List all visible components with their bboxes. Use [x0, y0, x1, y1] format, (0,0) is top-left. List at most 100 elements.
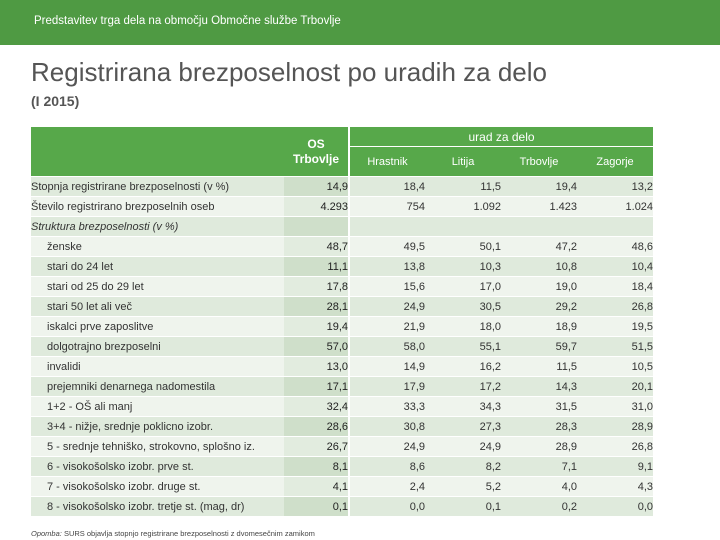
row-label: invalidi — [31, 356, 284, 377]
row-label: Stopnja registrirane brezposelnosti (v %… — [31, 176, 284, 197]
cell-os-trbovlje: 17,1 — [284, 376, 349, 397]
cell-value: 17,9 — [348, 376, 425, 397]
cell-value — [577, 216, 654, 237]
cell-value: 58,0 — [348, 336, 425, 357]
cell-value: 30,8 — [348, 416, 425, 437]
table-row: 7 - visokošolsko izobr. druge st. 4,1 2,4 5… — [31, 476, 654, 497]
cell-value: 7,1 — [501, 456, 577, 477]
cell-value: 19,5 — [577, 316, 654, 337]
cell-value: 48,6 — [577, 236, 654, 257]
row-label: ženske — [31, 236, 284, 257]
row-label: iskalci prve zaposlitve — [31, 316, 284, 337]
cell-value: 21,9 — [348, 316, 425, 337]
row-label: 6 - visokošolsko izobr. prve st. — [31, 456, 284, 477]
cell-value: 11,5 — [425, 176, 501, 197]
cell-value: 30,5 — [425, 296, 501, 317]
cell-value: 5,2 — [425, 476, 501, 497]
row-label: stari od 25 do 29 let — [31, 276, 284, 297]
cell-value: 14,9 — [348, 356, 425, 377]
cell-value: 4,0 — [501, 476, 577, 497]
cell-os-trbovlje: 14,9 — [284, 176, 349, 197]
footnote-text: SURS objavlja stopnjo registrirane brezp… — [61, 529, 315, 538]
cell-value: 20,1 — [577, 376, 654, 397]
cell-value: 19,0 — [501, 276, 577, 297]
cell-os-trbovlje: 8,1 — [284, 456, 349, 477]
table-row: ženske 48,7 49,5 50,1 47,2 48,6 — [31, 236, 654, 257]
cell-value: 18,4 — [577, 276, 654, 297]
top-banner: Predstavitev trga dela na območju Območn… — [0, 0, 720, 45]
row-label: 8 - visokošolsko izobr. tretje st. (mag,… — [31, 496, 284, 517]
cell-value: 49,5 — [348, 236, 425, 257]
cell-os-trbovlje: 28,1 — [284, 296, 349, 317]
cell-value: 2,4 — [348, 476, 425, 497]
os-header-line2: Trbovlje — [292, 151, 339, 166]
cell-value: 31,0 — [577, 396, 654, 417]
cell-value: 1.423 — [501, 196, 577, 217]
cell-os-trbovlje: 4,1 — [284, 476, 349, 497]
cell-value: 59,7 — [501, 336, 577, 357]
cell-os-trbovlje: 57,0 — [284, 336, 349, 357]
cell-value: 13,2 — [577, 176, 654, 197]
table-row: 3+4 - nižje, srednje poklicno izobr. 28,6… — [31, 416, 654, 437]
cell-value: 0,0 — [577, 496, 654, 517]
table-row: 5 - srednje tehniško, strokovno, splošno… — [31, 436, 654, 457]
table-row: stari do 24 let 11,1 13,8 10,3 10,8 10,4 — [31, 256, 654, 277]
unemployment-table: OS Trbovlje urad za delo Hrastnik Litija… — [31, 127, 654, 517]
cell-value — [501, 216, 577, 237]
cell-value: 1.024 — [577, 196, 654, 217]
row-label: 5 - srednje tehniško, strokovno, splošno… — [31, 436, 284, 457]
table-row: 1+2 - OŠ ali manj 32,4 33,3 34,3 31,5 31,0 — [31, 396, 654, 417]
page-title: Registrirana brezposelnost po uradih za … — [31, 57, 547, 87]
cell-value: 17,0 — [425, 276, 501, 297]
cell-value: 29,2 — [501, 296, 577, 317]
cell-os-trbovlje: 48,7 — [284, 236, 349, 257]
cell-os-trbovlje: 17,8 — [284, 276, 349, 297]
cell-value: 28,3 — [501, 416, 577, 437]
footnote-lead: Opomba: — [31, 529, 62, 538]
cell-os-trbovlje: 28,6 — [284, 416, 349, 437]
cell-value: 17,2 — [425, 376, 501, 397]
table-body: Stopnja registrirane brezposelnosti (v %… — [31, 176, 654, 517]
row-label: stari do 24 let — [31, 256, 284, 277]
footnote: Opomba: SURS objavlja stopnjo registrira… — [31, 529, 315, 538]
cell-value: 15,6 — [348, 276, 425, 297]
cell-value: 51,5 — [577, 336, 654, 357]
cell-value: 10,5 — [577, 356, 654, 377]
cell-value: 26,8 — [577, 296, 654, 317]
cell-value: 31,5 — [501, 396, 577, 417]
cell-value: 4,3 — [577, 476, 654, 497]
cell-value: 47,2 — [501, 236, 577, 257]
cell-value: 24,9 — [348, 296, 425, 317]
cell-value: 26,8 — [577, 436, 654, 457]
cell-os-trbovlje — [284, 216, 349, 237]
cell-value: 10,8 — [501, 256, 577, 277]
row-label: stari 50 let ali več — [31, 296, 284, 317]
cell-value: 8,2 — [425, 456, 501, 477]
page-subtitle: (I 2015) — [31, 93, 80, 109]
cell-value: 0,1 — [425, 496, 501, 517]
table-row: Stopnja registrirane brezposelnosti (v %… — [31, 176, 654, 197]
cell-value: 10,4 — [577, 256, 654, 277]
cell-value: 754 — [348, 196, 425, 217]
cell-os-trbovlje: 0,1 — [284, 496, 349, 517]
column-header-zagorje: Zagorje — [577, 146, 654, 177]
os-trbovlje-header: OS Trbovlje — [284, 127, 349, 177]
column-header-hrastnik: Hrastnik — [348, 146, 425, 177]
cell-value: 28,9 — [501, 436, 577, 457]
cell-value: 18,4 — [348, 176, 425, 197]
cell-value: 14,3 — [501, 376, 577, 397]
cell-value: 0,0 — [348, 496, 425, 517]
table-row: 6 - visokošolsko izobr. prve st. 8,1 8,6 8,… — [31, 456, 654, 477]
table-row: stari 50 let ali več 28,1 24,9 30,5 29,2 26,8 — [31, 296, 654, 317]
cell-value: 50,1 — [425, 236, 501, 257]
table-row: stari od 25 do 29 let 17,8 15,6 17,0 19,0 18,… — [31, 276, 654, 297]
cell-value: 9,1 — [577, 456, 654, 477]
row-label: 1+2 - OŠ ali manj — [31, 396, 284, 417]
cell-value: 55,1 — [425, 336, 501, 357]
cell-value: 18,9 — [501, 316, 577, 337]
cell-value — [348, 216, 425, 237]
banner-text: Predstavitev trga dela na območju Območn… — [34, 15, 341, 27]
cell-value: 16,2 — [425, 356, 501, 377]
cell-os-trbovlje: 11,1 — [284, 256, 349, 277]
table-row: prejemniki denarnega nadomestila 17,1 17,9… — [31, 376, 654, 397]
